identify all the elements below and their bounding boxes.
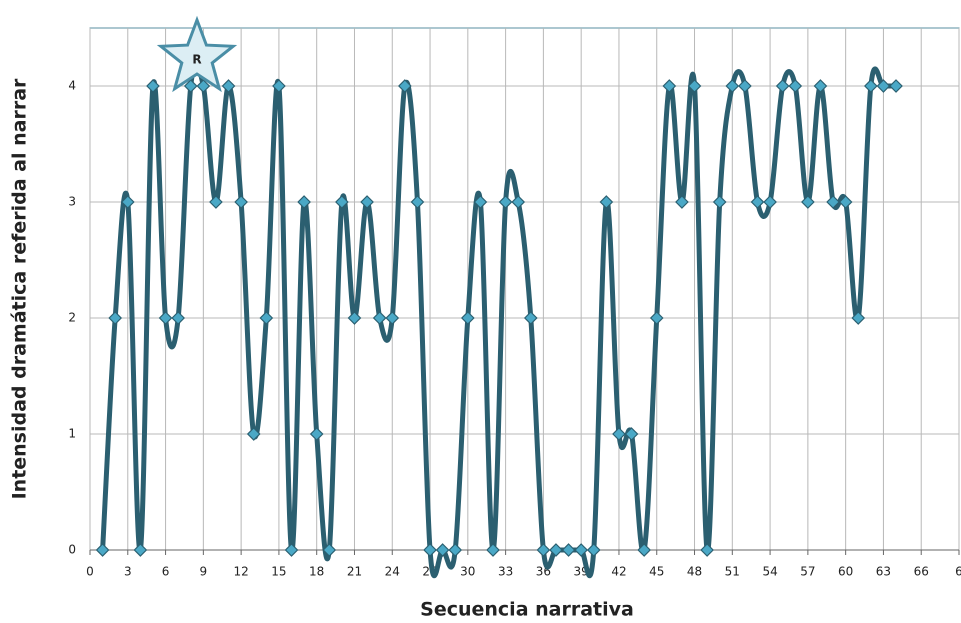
star-marker — [156, 15, 238, 93]
data-point — [763, 195, 777, 209]
data-point — [158, 311, 173, 325]
data-point — [372, 311, 387, 325]
plot-area — [89, 27, 960, 551]
data-point — [272, 79, 286, 93]
data-point — [599, 195, 614, 209]
data-point — [712, 195, 727, 209]
data-point — [536, 543, 551, 557]
data-point — [209, 195, 223, 209]
data-point — [335, 195, 349, 209]
x-tick-label: 42 — [611, 565, 626, 579]
data-point — [486, 543, 500, 557]
data-point — [309, 427, 324, 441]
data-point — [460, 311, 475, 325]
data-point — [738, 79, 752, 93]
data-point — [146, 79, 160, 93]
data-point — [322, 543, 337, 557]
data-point — [183, 79, 198, 93]
data-point — [750, 195, 765, 209]
data-point — [851, 311, 866, 325]
x-tick-label: 66 — [914, 565, 929, 579]
data-point — [612, 427, 626, 441]
data-point — [649, 311, 664, 325]
data-point — [687, 79, 702, 93]
x-tick-label: 63 — [876, 565, 891, 579]
x-tick-label: 15 — [271, 565, 286, 579]
data-point — [221, 79, 236, 93]
x-tick-label: 12 — [233, 565, 248, 579]
data-point — [586, 543, 601, 557]
y-tick-label: 0 — [68, 543, 76, 557]
x-tick-label: 33 — [498, 565, 513, 579]
data-point — [511, 195, 526, 209]
data-point — [574, 543, 589, 557]
data-point — [297, 195, 311, 209]
x-tick-label: 57 — [800, 565, 815, 579]
data-point — [876, 79, 891, 93]
data-point — [637, 543, 651, 557]
data-point — [360, 195, 374, 209]
data-point — [788, 79, 803, 93]
y-tick-label: 1 — [68, 427, 76, 441]
data-point — [801, 195, 815, 209]
x-tick-label: 6 — [955, 565, 961, 579]
data-point — [196, 79, 211, 93]
y-tick-label: 4 — [68, 79, 76, 93]
x-tick-label: 60 — [838, 565, 853, 579]
data-point — [133, 543, 148, 557]
x-tick-label: 9 — [200, 565, 208, 579]
data-point — [838, 195, 853, 209]
x-tick-label: 18 — [309, 565, 324, 579]
data-point — [523, 311, 538, 325]
x-tick-label: 0 — [86, 565, 94, 579]
data-point — [473, 195, 488, 209]
data-point — [498, 195, 513, 209]
data-point — [259, 311, 274, 325]
data-point — [662, 79, 677, 93]
data-point — [826, 195, 840, 209]
x-tick-label: 3 — [124, 565, 132, 579]
data-point — [549, 543, 563, 557]
data-point — [398, 79, 412, 93]
data-point — [108, 311, 123, 325]
data-point — [624, 427, 639, 441]
data-point — [675, 195, 689, 209]
x-tick-label: 21 — [347, 565, 362, 579]
data-point — [889, 79, 903, 93]
x-tick-label: 24 — [385, 565, 400, 579]
data-point — [725, 79, 740, 93]
x-tick-label: 51 — [725, 565, 740, 579]
data-point — [813, 79, 828, 93]
y-axis-title: Intensidad dramática referida al narrar — [9, 78, 31, 499]
data-point — [171, 311, 186, 325]
x-tick-label: 6 — [162, 565, 170, 579]
data-point — [347, 311, 362, 325]
x-tick-label: 48 — [687, 565, 702, 579]
y-tick-label: 2 — [68, 311, 76, 325]
data-point — [561, 543, 576, 557]
data-point — [410, 195, 425, 209]
data-point — [95, 543, 110, 557]
annotation-label: R — [192, 53, 201, 67]
x-tick-label: 30 — [460, 565, 475, 579]
data-point — [120, 195, 135, 209]
data-point — [234, 195, 248, 209]
data-point — [775, 79, 790, 93]
x-tick-label: 45 — [649, 565, 664, 579]
data-point — [385, 311, 400, 325]
data-point — [435, 543, 450, 557]
x-tick-label: 54 — [762, 565, 777, 579]
data-point — [246, 427, 261, 441]
data-point — [700, 543, 714, 557]
data-point — [863, 79, 878, 93]
data-point — [423, 543, 437, 557]
line-series — [100, 61, 897, 579]
data-point — [284, 543, 299, 557]
y-tick-label: 3 — [68, 195, 76, 209]
x-axis-title: Secuencia narrativa — [420, 599, 634, 621]
data-point — [448, 543, 463, 557]
